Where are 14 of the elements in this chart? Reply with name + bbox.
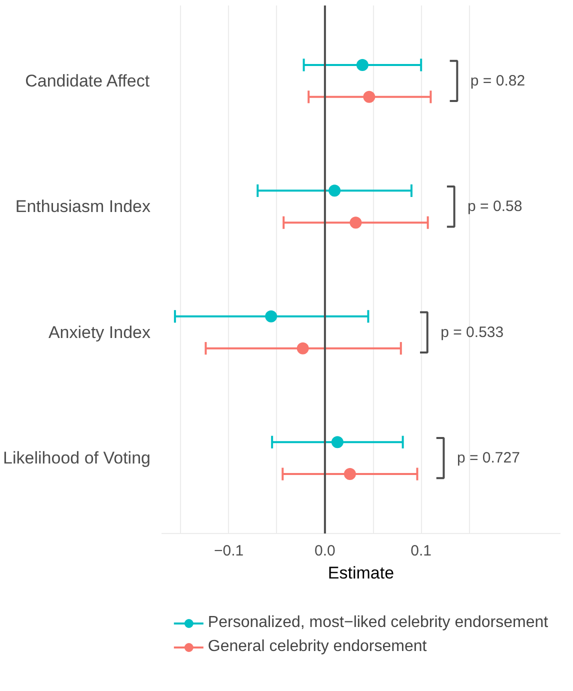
y-tick-label: Candidate Affect <box>25 71 150 90</box>
annotation: p = 0.82 <box>470 72 526 90</box>
annotation: p = 0.533 <box>440 324 504 341</box>
annotation: p = 0.58 <box>468 198 522 216</box>
x-tick-label: 0.0 <box>314 542 336 560</box>
annotation: p = 0.727 <box>456 450 520 467</box>
y-tick-label: Anxiety Index <box>48 322 151 342</box>
x-tick-label: −0.1 <box>214 542 244 560</box>
legend-label: Personalized, most−liked celebrity endorsement <box>208 614 548 632</box>
y-tick-label: Enthusiasm Index <box>15 197 151 216</box>
x-tick-label: 0.1 <box>410 542 432 560</box>
legend-label: General celebrity endorsement <box>208 638 427 656</box>
x-axis-title: Estimate <box>328 564 394 582</box>
y-tick-label: Likelihood of Voting <box>3 448 151 468</box>
